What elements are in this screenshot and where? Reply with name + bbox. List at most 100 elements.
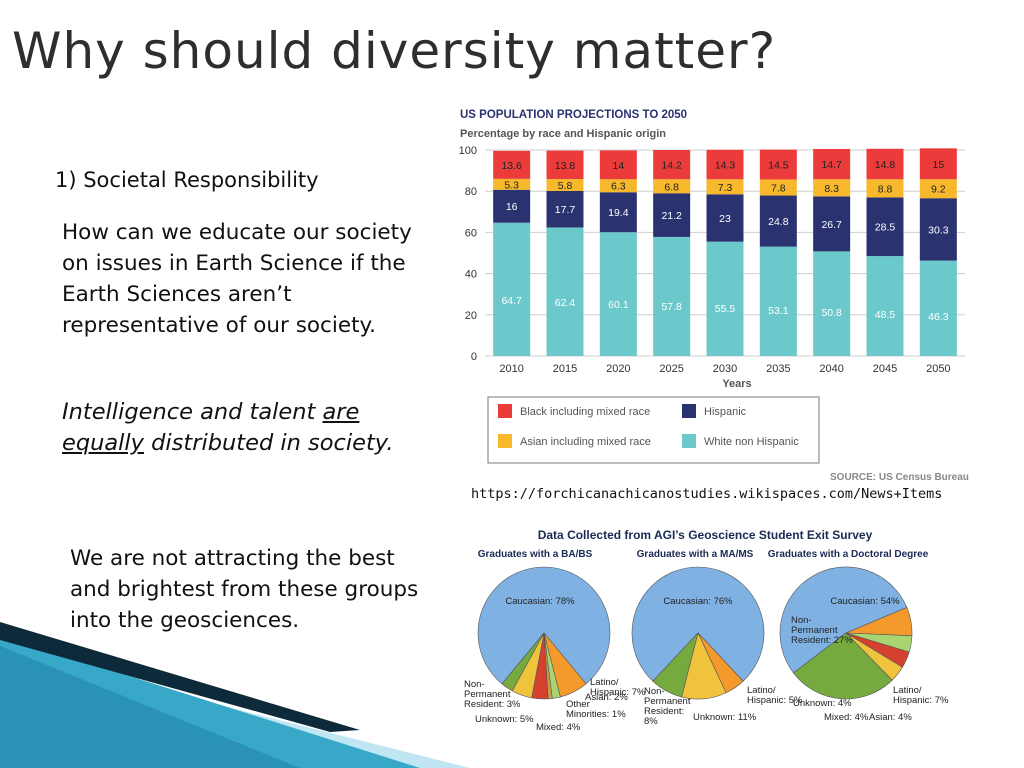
bar-data-label: 17.7 [555, 204, 576, 216]
pie-slice-label: Other Minorities: 1% [566, 699, 626, 720]
pie-slice-label: Asian: 2% [585, 692, 628, 703]
bar-segment [759, 149, 797, 180]
legend-label: Hispanic [704, 406, 747, 418]
pie-slice-label: Latino/Hispanic: 5% [747, 685, 803, 706]
bar-segment [706, 179, 744, 195]
pie-slice-label: Asian: 4% [869, 712, 912, 723]
pie-slice-label: Latino/Hispanic: 7% [893, 685, 949, 706]
bar-segment [706, 194, 744, 242]
bar-segment [919, 260, 957, 356]
bar-data-label: 14 [612, 160, 624, 172]
bar-segment [599, 179, 637, 193]
legend-swatch [682, 404, 696, 418]
bar-segment [866, 148, 904, 180]
bar-data-label: 50.8 [821, 307, 842, 319]
bar-segment [653, 150, 691, 180]
pie-slice-label: Caucasian: 54% [830, 596, 900, 607]
bar-data-label: 14.8 [875, 159, 896, 171]
bar-chart-source: SOURCE: US Census Bureau [830, 472, 969, 483]
source-url: https://forchicanachicanostudies.wikispa… [471, 486, 943, 502]
bar-segment [546, 190, 584, 228]
pie-slice [631, 566, 765, 682]
bar-data-label: 64.7 [501, 295, 522, 307]
section-heading: 1) Societal Responsibility [55, 168, 319, 192]
x-tick-label: 2020 [606, 363, 630, 375]
x-tick-label: 2035 [766, 363, 790, 375]
pie-slice [501, 632, 545, 692]
legend-label: Asian including mixed race [520, 436, 651, 448]
bar-data-label: 30.3 [928, 224, 949, 236]
slide-title: Why should diversity matter? [12, 22, 777, 80]
bar-segment [866, 197, 904, 257]
bar-data-label: 55.5 [715, 303, 736, 315]
pie-slice-label: Mixed: 4% [824, 712, 869, 723]
bar-data-label: 6.3 [611, 181, 626, 193]
bar-data-label: 13.6 [501, 160, 522, 172]
bar-segment [493, 178, 531, 190]
bar-segment [653, 236, 691, 356]
bar-chart-bars: 64.7 16 5.3 13.6 2010 62.4 17.7 5.8 13.8 2015 60.1… [493, 148, 957, 375]
pie-slice [779, 566, 908, 674]
bar-segment [706, 149, 744, 180]
legend-label: Black including mixed race [520, 406, 650, 418]
bar-data-label: 57.8 [661, 301, 682, 313]
bar-segment [813, 251, 851, 356]
x-axis-label: Years [722, 378, 751, 390]
x-tick-label: 2050 [926, 363, 950, 375]
exit-survey-pie-charts: Data Collected from AGI’s Geoscience Stu… [464, 528, 949, 733]
legend-swatch [498, 404, 512, 418]
y-tick-label: 60 [465, 227, 477, 239]
bar-segment [706, 241, 744, 356]
bar-segment [759, 179, 797, 196]
bar-segment [759, 195, 797, 247]
bar-segment [866, 179, 904, 198]
legend-swatch [498, 434, 512, 448]
decorative-swoosh [0, 622, 470, 768]
bar-data-label: 5.3 [504, 179, 519, 191]
bar-data-label: 8.3 [824, 183, 839, 195]
bar-data-label: 15 [932, 159, 944, 171]
emphasis-underline-are: are [322, 399, 360, 425]
bar-data-label: 7.3 [718, 182, 733, 194]
bar-data-label: 62.4 [555, 297, 576, 309]
bar-data-label: 7.8 [771, 182, 786, 194]
bar-segment [546, 150, 584, 180]
bar-data-label: 14.3 [715, 160, 736, 172]
attract-text: We are not attracting the best and brigh… [70, 546, 419, 633]
bar-segment [919, 198, 957, 261]
bar-data-label: 9.2 [931, 184, 946, 196]
bar-chart-legend: Black including mixed race Hispanic Asian … [487, 396, 820, 464]
bar-segment [813, 196, 851, 252]
x-tick-label: 2025 [659, 363, 683, 375]
bar-data-label: 16 [506, 201, 518, 213]
bar-segment [866, 256, 904, 356]
pie-slice-label: Latino/Hispanic: 7% [590, 677, 646, 698]
x-tick-label: 2030 [713, 363, 737, 375]
bar-segment [599, 232, 637, 356]
question-text: How can we educate our society on issues… [62, 220, 412, 338]
pie-slice-label: Non-Permanent Resident: 27% [791, 615, 853, 646]
bar-segment [599, 150, 637, 180]
pie-slice-label: Unknown: 4% [793, 698, 852, 709]
y-tick-label: 40 [465, 269, 477, 281]
emphasis-part-1: Intelligence and talent [62, 399, 323, 425]
bar-data-label: 14.2 [661, 160, 682, 172]
bar-data-label: 24.8 [768, 216, 789, 228]
bar-segment [919, 179, 957, 199]
pie-subtitle: Graduates with a BA/BS [478, 549, 593, 560]
bar-data-label: 8.8 [878, 183, 893, 195]
bar-data-label: 14.7 [821, 159, 842, 171]
bar-segment [493, 222, 531, 356]
bar-data-label: 5.8 [558, 180, 573, 192]
pie-group: Graduates with a BA/BS Caucasian: 78% Lati… [464, 549, 949, 733]
bar-data-label: 6.8 [664, 181, 679, 193]
legend-swatch [682, 434, 696, 448]
emphasis-text: Intelligence and talent are equally distr… [62, 397, 442, 459]
bar-data-label: 14.5 [768, 160, 789, 172]
pie-chart-title: Data Collected from AGI’s Geoscience Stu… [538, 528, 873, 542]
pie-slice-label: Unknown: 11% [693, 712, 757, 723]
bar-segment [493, 189, 531, 223]
emphasis-underline-equally: equally [62, 430, 144, 456]
bar-segment [813, 148, 851, 180]
population-bar-chart: US POPULATION PROJECTIONS TO 2050 Percen… [459, 109, 969, 483]
